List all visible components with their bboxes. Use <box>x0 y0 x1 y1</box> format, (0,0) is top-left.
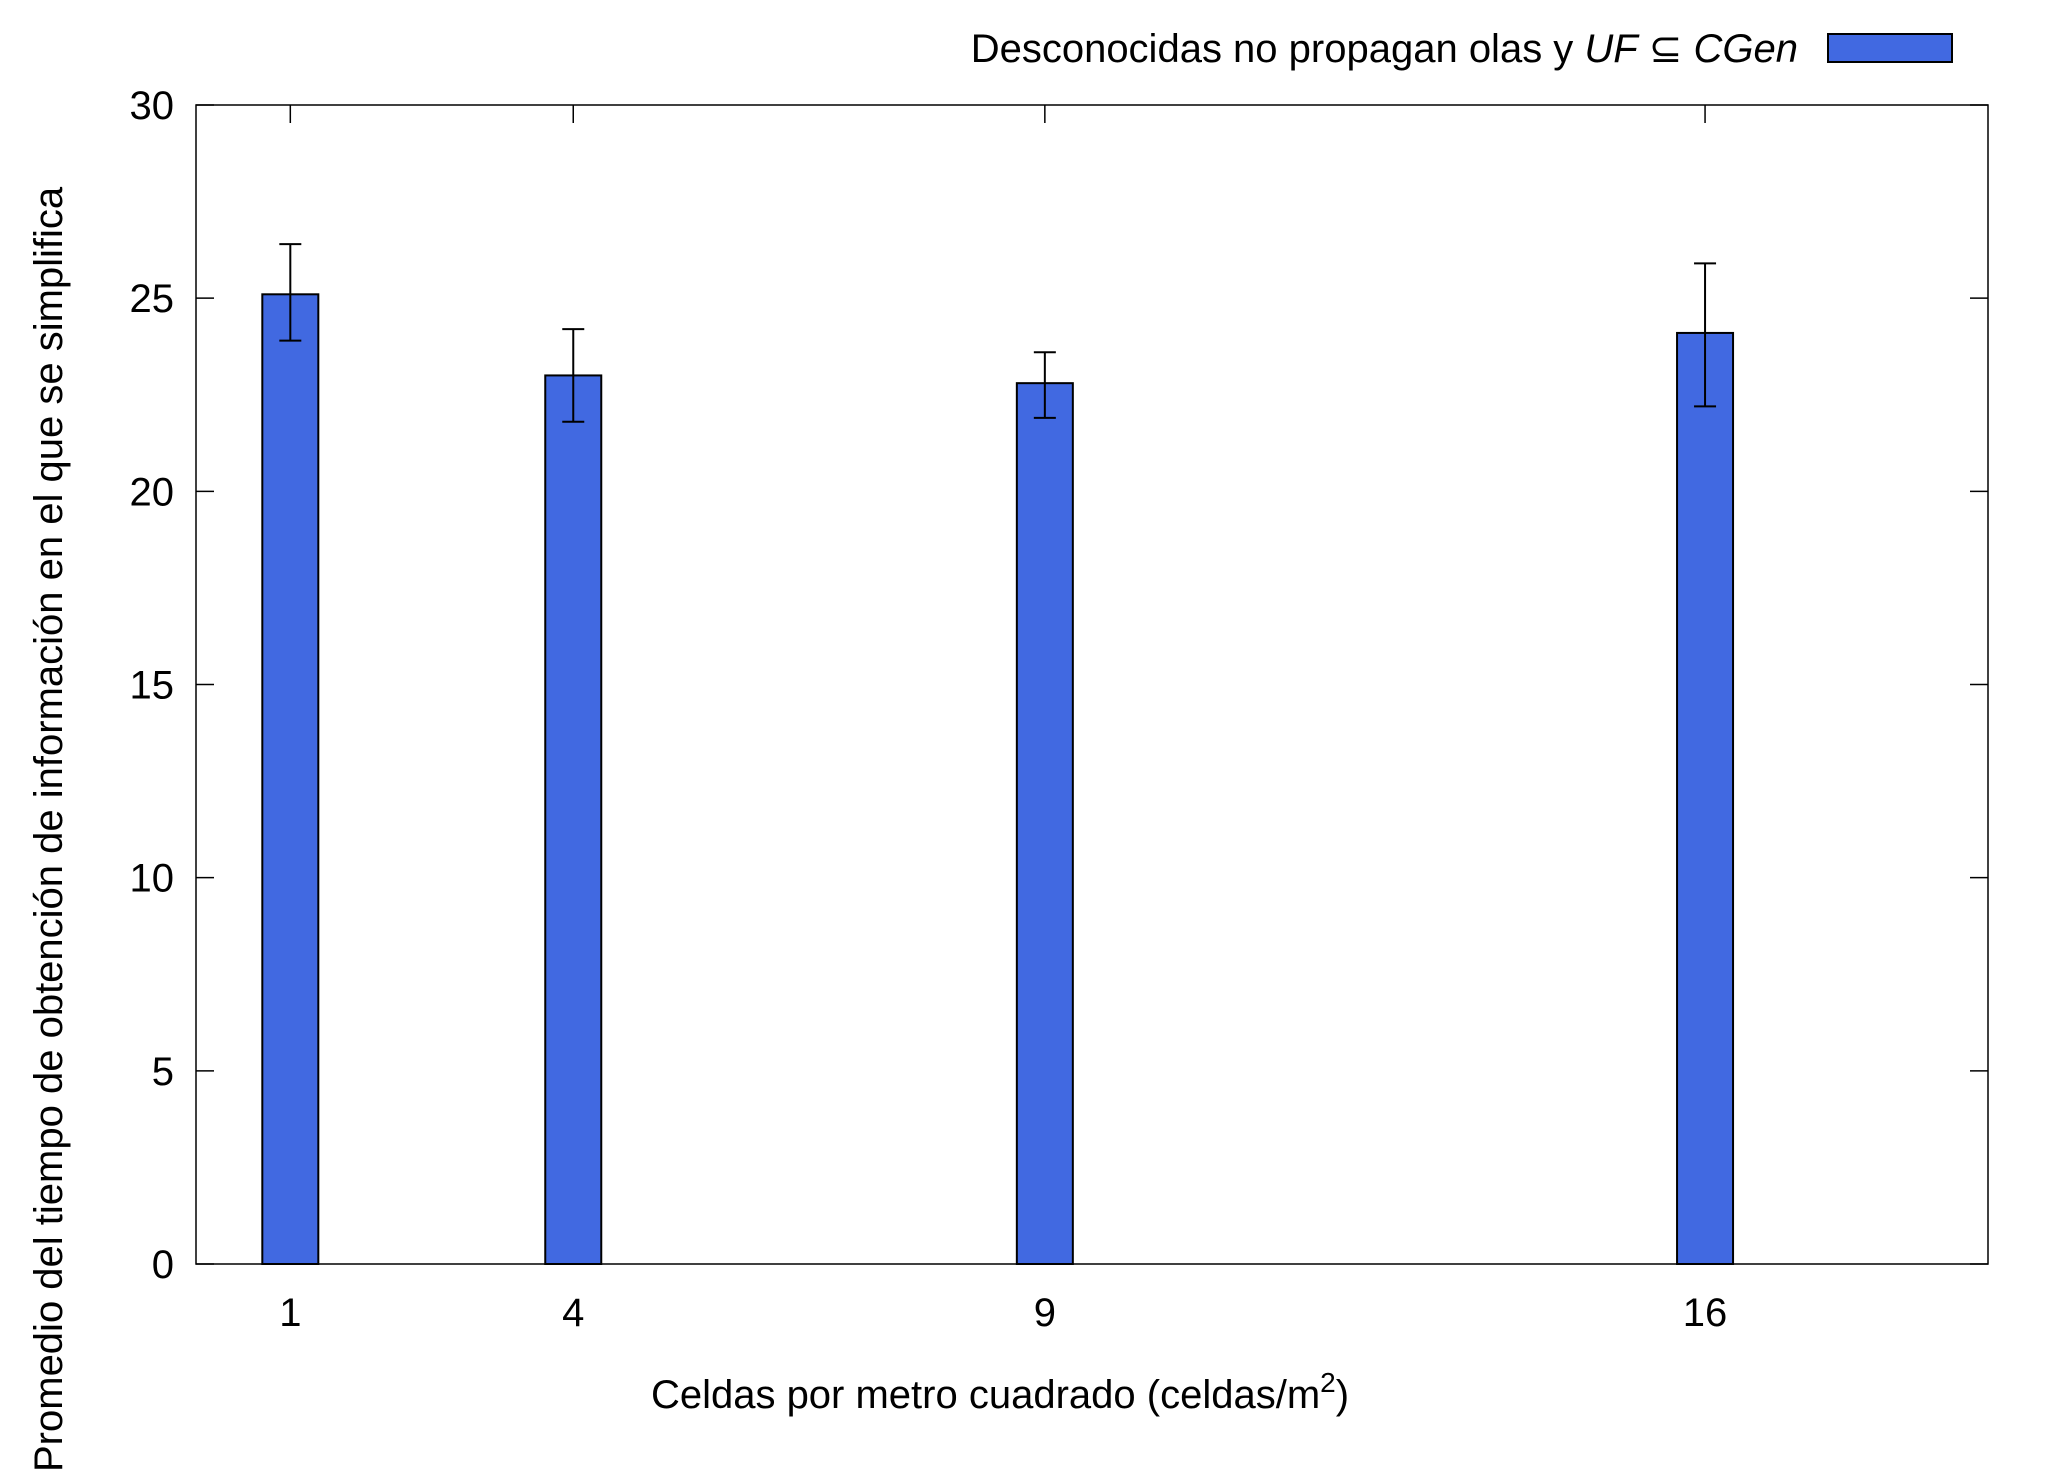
bar <box>261 293 320 1265</box>
y-tick-label: 20 <box>130 470 175 514</box>
y-axis-ticks: 0 5 10 15 20 25 30 <box>130 84 1988 1287</box>
y-tick-label: 25 <box>130 277 175 321</box>
bar <box>1015 382 1074 1266</box>
y-tick-label: 15 <box>130 664 175 708</box>
x-axis-ticks: 1 4 9 16 <box>279 105 1727 1335</box>
bar <box>544 374 603 1265</box>
bar <box>1676 331 1735 1266</box>
error-bar <box>279 243 302 342</box>
error-bars <box>279 243 1717 423</box>
y-tick-label: 30 <box>130 84 175 128</box>
legend-swatch <box>1827 33 1953 63</box>
y-tick-label: 0 <box>152 1243 174 1287</box>
error-bar <box>562 328 585 423</box>
y-tick-label: 10 <box>130 857 175 901</box>
x-tick-label: 16 <box>1683 1291 1728 1335</box>
error-bar <box>1694 262 1717 408</box>
error-bar <box>1033 351 1056 419</box>
x-tick-label: 1 <box>279 1291 301 1335</box>
legend: Desconocidas no propagan olas y UF ⊆ CGe… <box>971 27 1953 71</box>
bars <box>261 293 1735 1266</box>
x-tick-label: 4 <box>562 1291 584 1335</box>
y-tick-label: 5 <box>152 1050 174 1094</box>
legend-label: Desconocidas no propagan olas y UF ⊆ CGe… <box>971 27 1798 71</box>
x-axis-label: Celdas por metro cuadrado (celdas/m2) <box>651 1367 1349 1417</box>
y-axis-label: Promedio del tiempo de obtención de info… <box>27 186 71 1472</box>
x-tick-label: 9 <box>1034 1291 1056 1335</box>
